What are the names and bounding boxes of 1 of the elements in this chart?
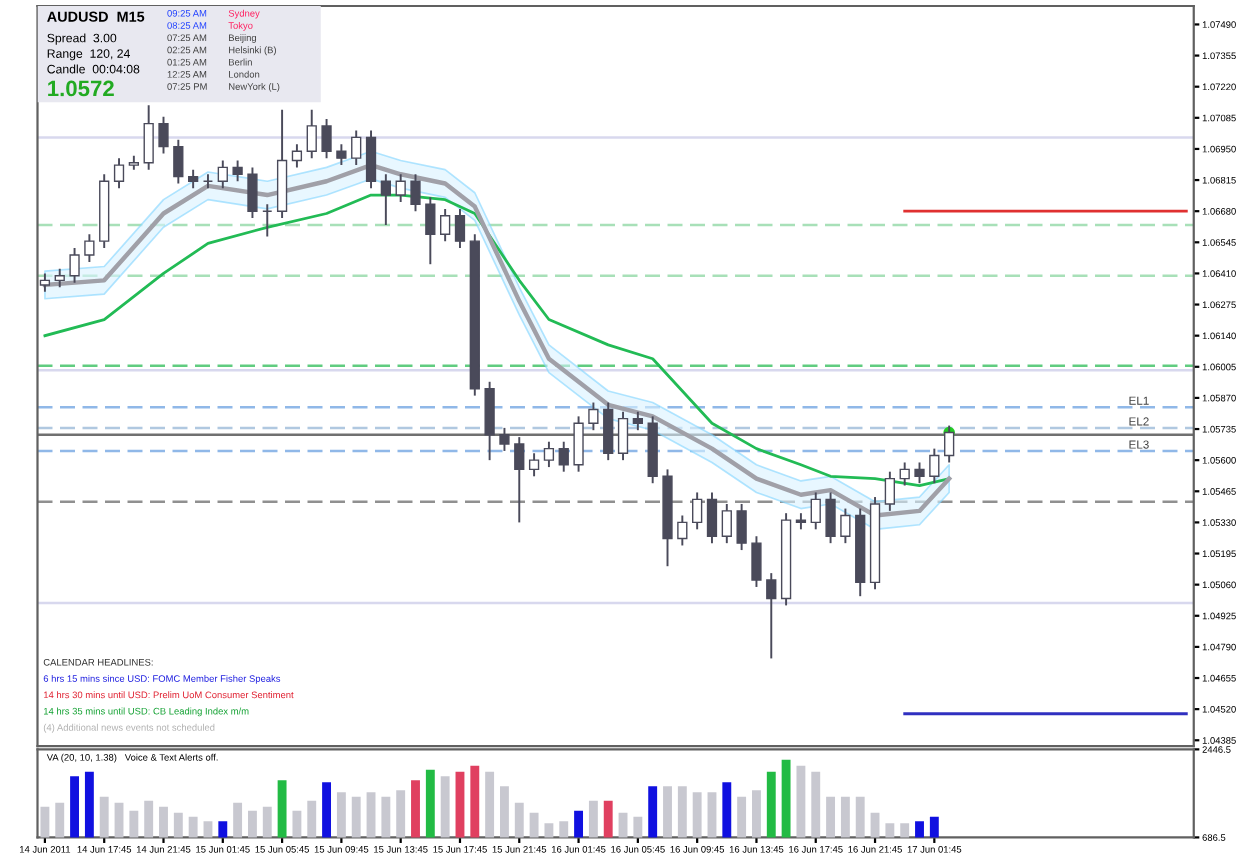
annotation: 1.0572 — [48, 80, 114, 97]
